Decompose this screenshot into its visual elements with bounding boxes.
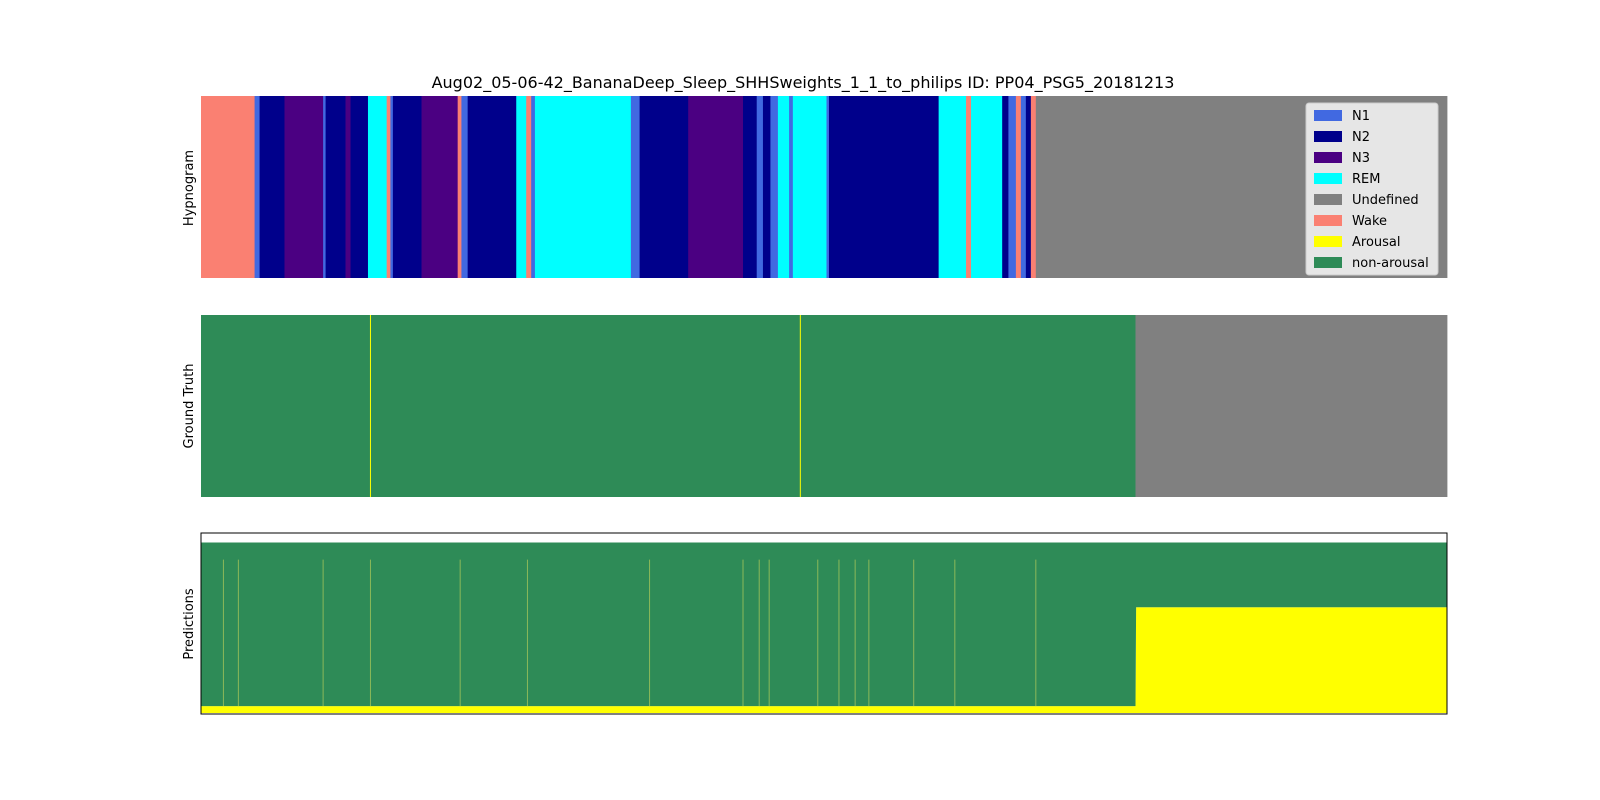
hypnogram-segment-n1	[461, 96, 469, 278]
legend-frame	[1305, 102, 1439, 276]
legend-label-rem: REM	[1352, 172, 1380, 187]
legend-label-arousal: Arousal	[1352, 235, 1401, 250]
hypnogram-segment-rem	[938, 96, 967, 278]
legend-label-non-arousal: non-arousal	[1352, 256, 1429, 271]
hypnogram-segment-n2	[743, 96, 758, 278]
legend-swatch-non-arousal	[1314, 257, 1342, 268]
hypnogram-segment-wake	[1030, 96, 1037, 278]
legend-swatch-arousal	[1314, 236, 1342, 247]
hypnogram-segment-rem	[777, 96, 790, 278]
hypnogram-segment-rem	[516, 96, 527, 278]
hypnogram-segment-n3	[421, 96, 459, 278]
hypnogram-segment-n1	[390, 96, 394, 278]
hypnogram-segment-n2	[259, 96, 285, 278]
hypnogram-segment-wake	[201, 96, 255, 278]
hypnogram-segment-rem	[534, 96, 632, 278]
hypnogram-segment-wake	[386, 96, 391, 278]
hypnogram-segment-n1	[1020, 96, 1027, 278]
predictions-areas	[201, 542, 1447, 713]
legend-label-n3: N3	[1352, 151, 1370, 166]
hypnogram-segment-n3	[688, 96, 744, 278]
predictions-ylabel: Predictions	[182, 588, 197, 660]
hypnogram-ylabel: Hypnogram	[182, 150, 197, 226]
hypnogram-segment-wake	[457, 96, 462, 278]
hypnogram-panel: Hypnogram	[182, 96, 1448, 278]
hypnogram-segment-n2	[467, 96, 517, 278]
legend-label-n1: N1	[1352, 109, 1370, 124]
ground-truth-segments	[201, 315, 1448, 497]
hypnogram-segment-n1	[630, 96, 640, 278]
chart-title: Aug02_05-06-42_BananaDeep_Sleep_SHHSweig…	[432, 73, 1175, 93]
ground-truth-segment-non-arousal	[201, 315, 1136, 497]
predictions-panel: Predictions	[182, 532, 1448, 715]
legend-label-wake: Wake	[1352, 214, 1387, 229]
hypnogram-segment-wake	[966, 96, 972, 278]
hypnogram-segments	[201, 96, 1448, 278]
legend-swatch-n3	[1314, 152, 1342, 163]
hypnogram-segment-n3	[289, 96, 324, 278]
hypnogram-segment-n1	[789, 96, 794, 278]
hypnogram-segment-n2	[639, 96, 689, 278]
hypnogram-segment-n1	[756, 96, 764, 278]
legend-swatch-n1	[1314, 110, 1342, 121]
ground-truth-panel: Ground Truth	[182, 315, 1448, 497]
hypnogram-segment-n1	[770, 96, 779, 278]
ground-truth-segment-undefined	[1135, 315, 1448, 497]
predictions-area-non-arousal	[201, 542, 1447, 707]
hypnogram-segment-n1	[826, 96, 830, 278]
hypnogram-segment-n2	[325, 96, 346, 278]
hypnogram-segment-rem	[971, 96, 1003, 278]
legend-swatch-wake	[1314, 215, 1342, 226]
hypnogram-segment-n2	[828, 96, 940, 278]
hypnogram-segment-n1	[323, 96, 326, 278]
ground-truth-ylabel: Ground Truth	[182, 364, 197, 449]
predictions-area-arousal	[201, 607, 1447, 713]
hypnogram-segment-n3	[284, 96, 290, 278]
legend-label-n2: N2	[1352, 130, 1370, 145]
hypnogram-segment-n2	[1025, 96, 1032, 278]
legend: N1 N2 N3 REM Undefined Wake Arousal non-arousal	[1305, 102, 1439, 276]
hypnogram-segment-wake	[1015, 96, 1022, 278]
hypnogram-segment-n1	[531, 96, 536, 278]
hypnogram-segment-rem	[367, 96, 388, 278]
hypnogram-segment-n2	[1002, 96, 1009, 278]
legend-swatch-n2	[1314, 131, 1342, 142]
hypnogram-segment-n1	[254, 96, 260, 278]
legend-swatch-undefined	[1314, 194, 1342, 205]
legend-swatch-rem	[1314, 173, 1342, 184]
hypnogram-segment-wake	[526, 96, 532, 278]
hypnogram-segment-n2	[350, 96, 369, 278]
hypnogram-segment-rem	[792, 96, 827, 278]
hypnogram-segment-n2	[392, 96, 422, 278]
legend-label-undefined: Undefined	[1352, 193, 1419, 208]
hypnogram-segment-n1	[1008, 96, 1017, 278]
predictions-frame	[200, 532, 1448, 715]
hypnogram-segment-n2	[762, 96, 771, 278]
hypnogram-segment-n3	[345, 96, 351, 278]
